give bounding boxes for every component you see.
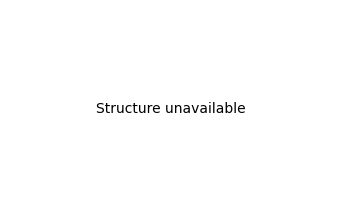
Text: Structure unavailable: Structure unavailable: [96, 102, 246, 116]
